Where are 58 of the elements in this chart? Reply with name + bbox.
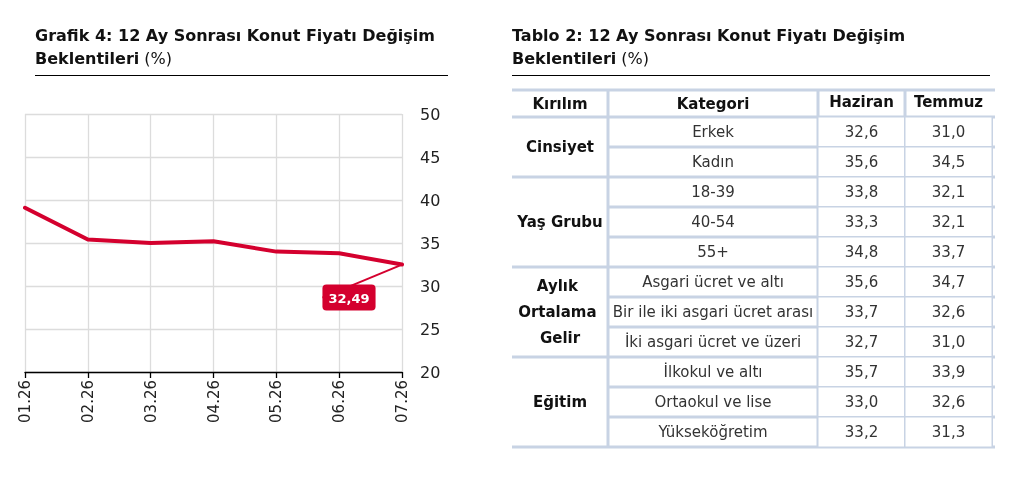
y2-tick-label: Yaş Grubu xyxy=(516,213,603,231)
data-label: 33,7 xyxy=(931,243,966,261)
y-axis-title: Kategori xyxy=(676,94,750,113)
data-label: 34,7 xyxy=(931,273,966,291)
data-label: 32,6 xyxy=(844,123,879,141)
y-tick-label: 35 xyxy=(420,233,441,253)
y2-tick-label: Eğitim xyxy=(532,393,588,411)
x-tick-label: 07.26 xyxy=(393,380,411,423)
data-label: 33,9 xyxy=(931,363,966,381)
data-label: 32,49 xyxy=(328,290,370,306)
y-tick-label: Kadın xyxy=(692,153,734,171)
y-tick-label: Erkek xyxy=(692,123,735,141)
data-label: 32,6 xyxy=(931,393,966,411)
y-tick-label: İlkokul ve altı xyxy=(663,362,763,381)
data-label: 32,1 xyxy=(931,183,966,201)
x-tick-label: 03.26 xyxy=(141,380,160,423)
data-label: 33,8 xyxy=(844,183,879,201)
data-label: 32,1 xyxy=(931,213,966,231)
y-tick-label: 20 xyxy=(420,362,441,382)
y-tick-label: 55+ xyxy=(697,243,729,261)
y2-tick-label: Cinsiyet xyxy=(525,138,595,156)
y-tick-label: 40 xyxy=(420,190,441,210)
y2-tick-label: Aylık Ortalama Gelir xyxy=(518,277,602,347)
y-tick-label: 25 xyxy=(420,319,441,339)
data-label: 32,6 xyxy=(931,303,966,321)
data-label: 35,7 xyxy=(844,363,879,381)
y-tick-label: İki asgari ücret ve üzeri xyxy=(624,332,802,351)
y2-axis-title: Kırılım xyxy=(532,94,588,113)
data-label: 35,6 xyxy=(844,153,879,171)
y-tick-label: 40-54 xyxy=(691,213,735,231)
data-label: 33,0 xyxy=(844,393,879,411)
data-label: 31,0 xyxy=(931,123,966,141)
data-label: 35,6 xyxy=(844,273,879,291)
y-tick-label: 50 xyxy=(420,104,441,124)
data-label: 31,0 xyxy=(931,333,966,351)
x-tick-label: 01.26 xyxy=(16,380,34,423)
y-tick-label: Asgari ücret ve altı xyxy=(642,273,784,291)
data-label: 32,7 xyxy=(844,333,879,351)
x-tick-label: 06.26 xyxy=(330,380,349,423)
x-tick-label: Temmuz xyxy=(913,92,984,111)
data-label: 33,7 xyxy=(844,303,879,321)
y-tick-label: Ortaokul ve lise xyxy=(654,393,772,411)
y-tick-label: 45 xyxy=(420,147,441,167)
x-tick-label: 02.26 xyxy=(78,380,97,423)
data-label: 33,2 xyxy=(844,423,879,441)
data-label: 31,3 xyxy=(931,423,966,441)
data-label: 34,8 xyxy=(844,243,879,261)
chart-title: Tablo 2: 12 Ay Sonrası Konut Fiyatı Değişim Beklentileri (%) xyxy=(512,24,990,76)
data-label: 33,3 xyxy=(844,213,879,231)
x-tick-label: 04.26 xyxy=(204,380,223,423)
y-tick-label: Bir ile iki asgari ücret arası xyxy=(612,303,814,321)
chart-title: Grafik 4: 12 Ay Sonrası Konut Fiyatı Değişim Beklentileri (%) xyxy=(35,24,448,76)
y-tick-label: 30 xyxy=(420,276,441,296)
y-tick-label: 18-39 xyxy=(691,183,735,201)
x-tick-label: 05.26 xyxy=(267,380,286,423)
y-tick-label: Yükseköğretim xyxy=(657,423,768,441)
x-tick-label: Haziran xyxy=(829,92,894,111)
data-label: 34,5 xyxy=(931,153,966,171)
